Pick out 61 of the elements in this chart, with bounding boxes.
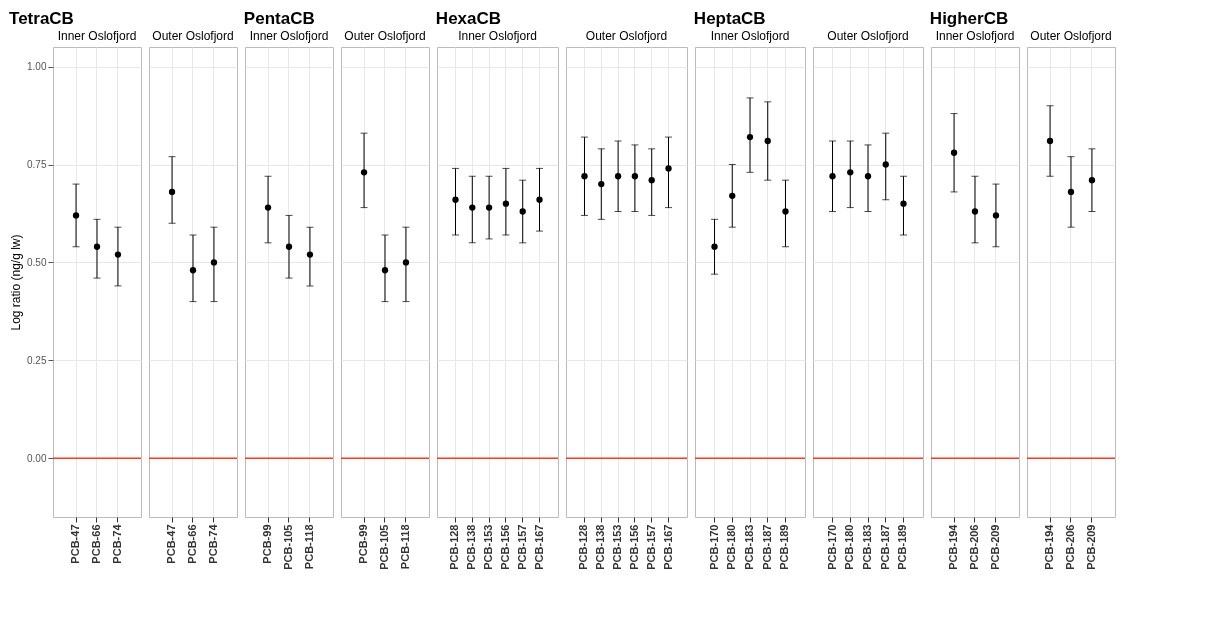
- x-tick-label: PCB-209: [988, 524, 1001, 570]
- x-tick-label: PCB-105: [282, 524, 294, 570]
- chart-title: PentaCB: [243, 8, 315, 28]
- chart-subtitle: Inner Oslofjord: [57, 29, 137, 43]
- chart-subtitle: Outer Oslofjord: [1030, 29, 1112, 43]
- x-tick-label: PCB-183: [861, 524, 873, 570]
- y-tick-label: 0.25: [27, 354, 47, 366]
- chart-title: HexaCB: [435, 8, 502, 28]
- x-tick-label: PCB-187: [760, 524, 773, 570]
- x-tick-label: PCB-206: [1064, 524, 1076, 570]
- x-tick-label: PCB-128: [448, 524, 461, 570]
- x-tick-label: PCB-157: [515, 524, 528, 570]
- x-tick-label: PCB-167: [532, 524, 545, 570]
- chart-title: TetraCB: [9, 8, 74, 28]
- y-tick-label: 1.00: [27, 61, 47, 73]
- y-tick-label: 0.75: [27, 159, 47, 170]
- x-tick-label: PCB-156: [498, 524, 511, 570]
- x-tick-label: PCB-99: [261, 524, 274, 564]
- x-tick-label: PCB-128: [577, 524, 590, 570]
- x-tick-label: PCB-118: [398, 524, 411, 570]
- chart-title: HeptaCB: [693, 8, 766, 28]
- chart-subtitle: Outer Oslofjord: [585, 29, 668, 43]
- x-tick-label: PCB-183: [743, 524, 755, 570]
- x-tick-label: PCB-153: [482, 524, 495, 570]
- x-tick-label: PCB-157: [644, 524, 657, 570]
- x-tick-label: PCB-47: [165, 524, 178, 564]
- chart-subtitle: Inner Oslofjord: [935, 29, 1015, 43]
- chart-subtitle: Outer Oslofjord: [827, 29, 909, 43]
- x-tick-label: PCB-138: [594, 524, 607, 570]
- chart-title: HigherCB: [929, 8, 1009, 28]
- x-tick-label: PCB-189: [896, 524, 909, 570]
- x-tick-label: PCB-167: [661, 524, 674, 570]
- x-tick-label: PCB-170: [825, 524, 838, 570]
- chart-subtitle: Outer Oslofjord: [344, 29, 426, 43]
- x-tick-label: PCB-153: [611, 524, 624, 570]
- x-tick-label: PCB-105: [378, 524, 390, 570]
- x-tick-label: PCB-180: [725, 524, 738, 570]
- x-tick-label: PCB-180: [843, 524, 856, 570]
- y-tick-label: 0.00: [27, 452, 47, 464]
- chart-subtitle: Outer Oslofjord: [152, 29, 234, 43]
- x-tick-label: PCB-189: [778, 524, 791, 570]
- x-tick-label: PCB-99: [357, 524, 370, 564]
- chart-subtitle: Inner Oslofjord: [458, 29, 537, 43]
- x-tick-label: PCB-66: [186, 524, 198, 564]
- x-tick-label: PCB-209: [1084, 524, 1097, 570]
- x-tick-label: PCB-170: [707, 524, 720, 570]
- x-tick-label: PCB-156: [627, 524, 640, 570]
- x-tick-label: PCB-66: [90, 524, 102, 564]
- x-tick-label: PCB-206: [968, 524, 980, 570]
- x-tick-label: PCB-194: [1043, 523, 1056, 570]
- y-axis-title: Log ratio (ng/g lw): [9, 234, 24, 331]
- x-tick-label: PCB-187: [878, 524, 891, 570]
- x-tick-label: PCB-118: [302, 524, 315, 570]
- x-tick-label: PCB-47: [69, 524, 82, 564]
- x-tick-label: PCB-194: [947, 523, 960, 570]
- chart-subtitle: Inner Oslofjord: [710, 29, 790, 43]
- x-tick-label: PCB-138: [465, 524, 478, 570]
- x-tick-label: PCB-74: [206, 523, 219, 564]
- x-tick-label: PCB-74: [110, 523, 123, 564]
- y-tick-label: 0.50: [27, 256, 47, 268]
- chart-subtitle: Inner Oslofjord: [249, 29, 329, 43]
